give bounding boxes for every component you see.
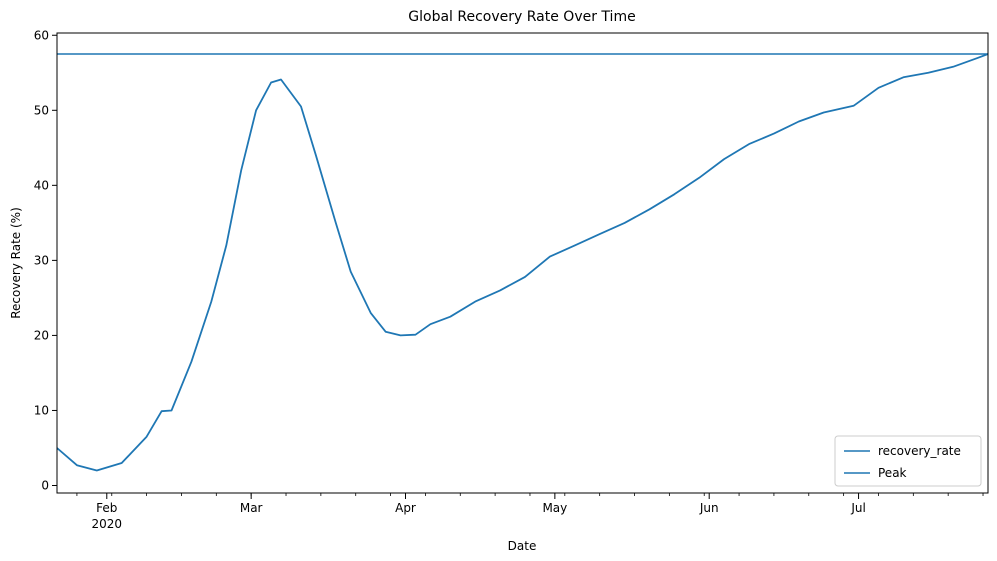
plot-layer	[56, 53, 989, 472]
y-tick-label: 60	[34, 28, 49, 42]
y-tick-label: 10	[34, 403, 49, 417]
legend: recovery_rate Peak	[834, 435, 982, 487]
x-axis-label: Date	[508, 539, 537, 553]
x-tick-label: Feb	[96, 501, 117, 515]
x-tick-sublabel: 2020	[92, 517, 123, 531]
y-tick-label: 0	[41, 478, 49, 492]
y-tick-label: 30	[34, 253, 49, 267]
y-tick-label: 40	[34, 178, 49, 192]
legend-box	[834, 435, 982, 487]
x-tick-label: Mar	[240, 501, 263, 515]
x-tick-label: Apr	[395, 501, 416, 515]
y-tick-label: 20	[34, 328, 49, 342]
series-line-recovery-rate	[56, 53, 989, 472]
legend-label-peak: Peak	[878, 466, 907, 480]
x-axis: Feb 2020 Mar Apr May Jun Jul	[76, 493, 984, 531]
y-tick-label: 50	[34, 103, 49, 117]
chart-title: Global Recovery Rate Over Time	[408, 9, 635, 25]
legend-label-recovery-rate: recovery_rate	[878, 444, 961, 458]
plot-frame	[56, 32, 989, 494]
x-tick-label: May	[542, 501, 567, 515]
y-axis: 0 10 20 30 40 50 60	[34, 28, 57, 492]
y-axis-label: Recovery Rate (%)	[9, 207, 23, 319]
x-tick-label: Jul	[850, 501, 865, 515]
plot-background	[57, 33, 988, 493]
x-tick-label: Jun	[699, 501, 719, 515]
